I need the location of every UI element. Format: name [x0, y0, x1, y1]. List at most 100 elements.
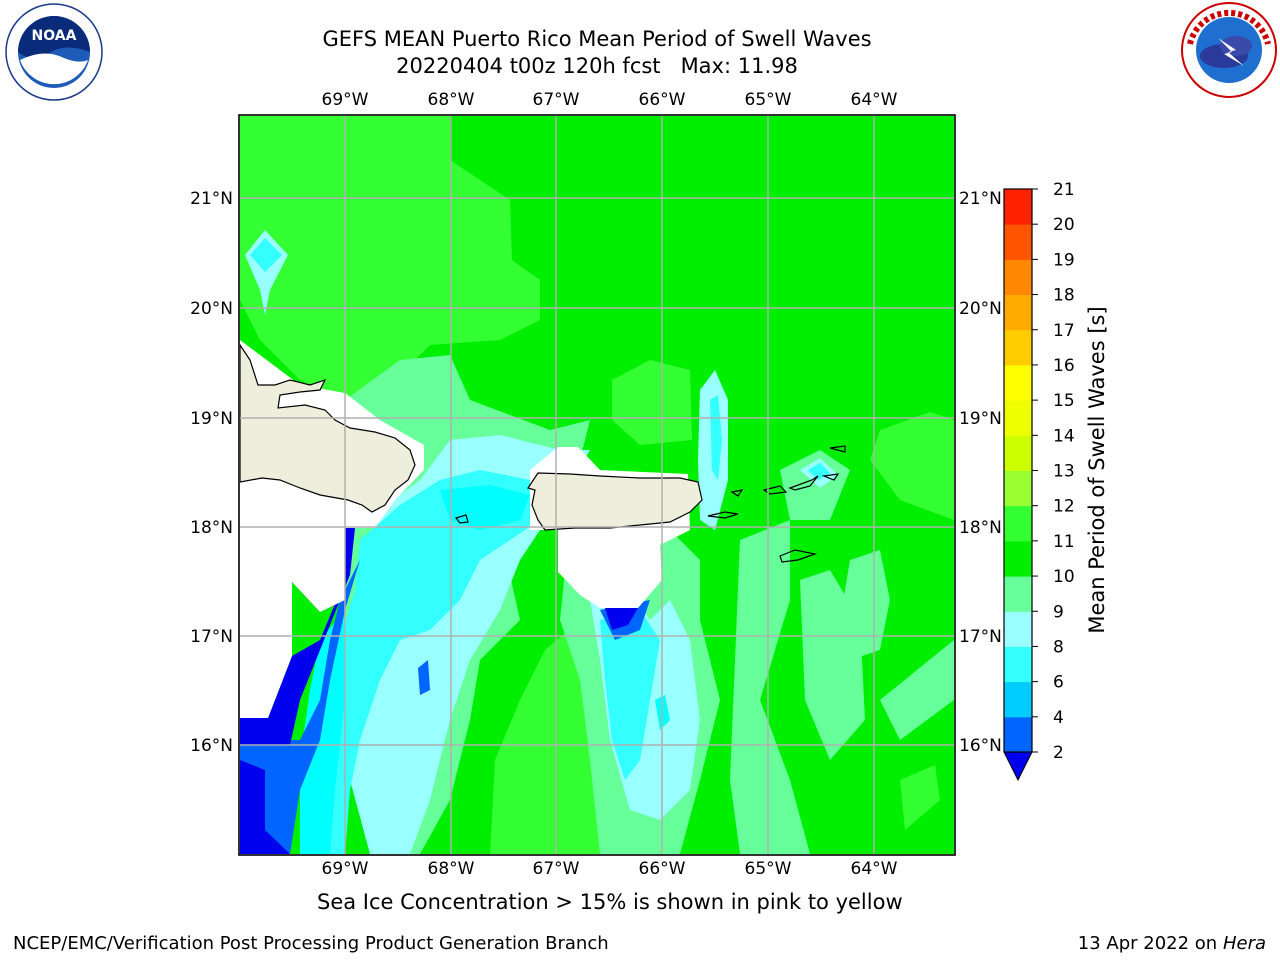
swell-contour-6-8-mona [320, 470, 540, 854]
colorbar-tick-label: 20 [1053, 215, 1075, 235]
lat-label: 19°N [190, 409, 233, 429]
swell-contour-under-2-prs [605, 608, 638, 630]
land-virgin-islands-2 [788, 475, 819, 491]
nws-logo [1181, 2, 1277, 98]
lon-label: 69°W [322, 859, 369, 879]
colorbar-band [1004, 259, 1032, 296]
colorbar-band [1004, 681, 1032, 718]
land-vieques [707, 511, 739, 519]
lat-label: 18°N [959, 518, 1002, 538]
footer-machine: Hera [1222, 933, 1266, 954]
colorbar-label: Mean Period of Swell Waves [s] [1085, 306, 1109, 634]
lon-labels-top: 69°W 68°W 67°W 66°W 65°W 64°W [322, 90, 898, 110]
lon-label: 69°W [322, 90, 369, 110]
swell-contour-2-4-spot [418, 660, 430, 695]
lon-label: 67°W [533, 859, 580, 879]
colorbar-tick-label: 9 [1053, 602, 1064, 622]
swell-contour-4-6-mona [440, 485, 530, 530]
noaa-logo-text: NOAA [32, 28, 77, 44]
colorbar-tick-label: 17 [1053, 321, 1075, 341]
swell-contour-11-12-north [240, 116, 540, 400]
colorbar-band [1004, 716, 1032, 753]
footer-credit: NCEP/EMC/Verification Post Processing Pr… [13, 933, 609, 954]
colorbar-band [1004, 611, 1032, 647]
lon-label: 64°W [851, 859, 898, 879]
colorbar-tick-label: 21 [1053, 180, 1075, 200]
land-st-croix [779, 549, 818, 563]
footer-date-text: 13 Apr 2022 on [1077, 933, 1223, 954]
swell-contour-9-10-s2 [800, 570, 865, 760]
land-mona-island [454, 514, 469, 524]
lon-label: 64°W [851, 90, 898, 110]
map-plot-area [240, 116, 954, 854]
land-hispaniola [240, 343, 416, 513]
graticule [240, 116, 954, 854]
sea-ice-caption: Sea Ice Concentration > 15% is shown in … [317, 890, 903, 914]
lat-label: 19°N [959, 409, 1002, 429]
lat-label: 16°N [959, 736, 1002, 756]
swell-contour-11-12-east [870, 412, 954, 520]
colorbar-band [1004, 400, 1032, 436]
lat-label: 16°N [190, 736, 233, 756]
colorbar-band [1004, 540, 1032, 577]
colorbar-tick-label: 19 [1053, 250, 1075, 270]
colorbar-band [1004, 646, 1032, 683]
land-puerto-rico [527, 472, 703, 531]
lat-label: 18°N [190, 518, 233, 538]
swell-contour-11-12-center [612, 360, 692, 445]
swell-contour-6-8-nw [250, 238, 282, 272]
land-anegada [829, 445, 846, 453]
lat-labels-left: 21°N 20°N 19°N 18°N 17°N 16°N [190, 189, 233, 756]
lon-labels-bottom: 69°W 68°W 67°W 66°W 65°W 64°W [322, 859, 898, 879]
lon-label: 67°W [533, 90, 580, 110]
colorbar-tick-label: 14 [1053, 426, 1075, 446]
swell-contour-9-10-se [880, 640, 954, 740]
colorbar-tick-label: 15 [1053, 391, 1075, 411]
colorbar-tick-label: 11 [1053, 532, 1075, 552]
colorbar-band [1004, 224, 1032, 260]
lat-label: 17°N [959, 627, 1002, 647]
lon-label: 65°W [745, 859, 792, 879]
lon-label: 68°W [428, 90, 475, 110]
colorbar-tick-label: 18 [1053, 286, 1075, 306]
colorbar-band [1004, 435, 1032, 471]
colorbar: 2 4 6 8 9 10 11 12 13 14 15 16 17 18 19 20 21 [1003, 180, 1075, 782]
colorbar-tick-label: 12 [1053, 497, 1075, 517]
swell-contour-6-8-spur [710, 395, 722, 480]
lat-label: 17°N [190, 627, 233, 647]
colorbar-tick-label: 4 [1053, 708, 1064, 728]
colorbar-band [1004, 329, 1032, 366]
colorbar-tick-label: 16 [1053, 356, 1075, 376]
swell-contour-under-2-sw [240, 528, 355, 745]
colorbar-band [1004, 189, 1032, 225]
colorbar-tick-label: 6 [1053, 673, 1064, 693]
swell-contour-4-6-sw [300, 610, 345, 854]
colorbar-band [1004, 505, 1032, 542]
colorbar-band [1004, 364, 1032, 401]
colorbar-band [1004, 576, 1032, 612]
colorbar-band [1004, 470, 1032, 507]
colorbar-tick-label: 10 [1053, 567, 1075, 587]
lon-label: 66°W [639, 859, 686, 879]
swell-contour-under-2-corner [240, 760, 290, 854]
swell-contour-11-12-se [900, 765, 940, 830]
map-frame [238, 114, 956, 856]
lon-label: 66°W [639, 90, 686, 110]
land-small-east [821, 473, 840, 481]
colorbar-tick-label: 13 [1053, 462, 1075, 482]
lat-labels-right: 21°N 20°N 19°N 18°N 17°N 16°N [959, 189, 1002, 756]
colorbar-tick-label: 2 [1053, 743, 1064, 763]
swell-contour-6-8-south [600, 610, 660, 780]
colorbar-under-arrow [1003, 751, 1033, 782]
map-subtitle: 20220404 t00z 120h fcst Max: 11.98 [396, 54, 798, 78]
lat-label: 21°N [959, 189, 1002, 209]
lon-label: 68°W [428, 859, 475, 879]
swell-contour-2-4-sw [240, 530, 375, 854]
lat-label: 21°N [190, 189, 233, 209]
land-culebra [730, 489, 744, 497]
lat-label: 20°N [959, 299, 1002, 319]
map-title: GEFS MEAN Puerto Rico Mean Period of Swe… [322, 27, 872, 51]
swell-contour-9-10-s1 [730, 520, 810, 854]
colorbar-tick-label: 8 [1053, 637, 1064, 657]
